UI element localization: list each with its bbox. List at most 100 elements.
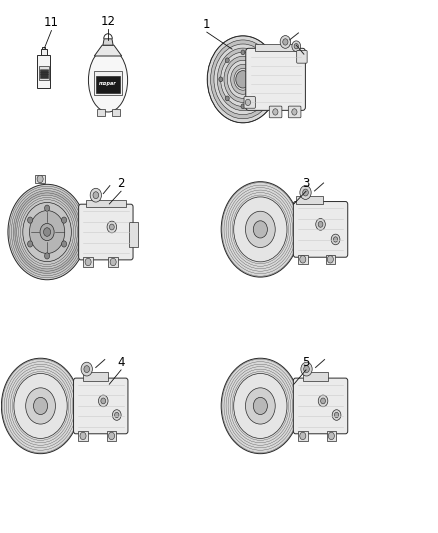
Circle shape	[99, 395, 108, 407]
Text: 3: 3	[302, 177, 310, 190]
Circle shape	[15, 193, 79, 271]
Bar	[86, 200, 126, 207]
Bar	[96, 76, 120, 93]
Circle shape	[327, 256, 333, 263]
Circle shape	[332, 410, 341, 421]
Circle shape	[280, 36, 290, 49]
Circle shape	[221, 182, 300, 277]
Circle shape	[225, 58, 229, 63]
Bar	[39, 66, 49, 80]
Circle shape	[236, 71, 250, 88]
Circle shape	[292, 109, 297, 115]
Circle shape	[37, 175, 43, 183]
Polygon shape	[103, 39, 113, 45]
Circle shape	[34, 398, 48, 415]
Ellipse shape	[88, 49, 127, 112]
Circle shape	[13, 191, 81, 273]
Circle shape	[294, 44, 298, 49]
Bar	[97, 109, 105, 116]
Circle shape	[28, 217, 33, 223]
Text: 1: 1	[203, 18, 211, 31]
Circle shape	[257, 58, 261, 63]
Circle shape	[328, 432, 334, 440]
Circle shape	[45, 205, 49, 211]
Circle shape	[245, 388, 275, 424]
Circle shape	[29, 211, 65, 254]
Circle shape	[115, 413, 119, 418]
FancyBboxPatch shape	[74, 378, 128, 434]
Circle shape	[304, 366, 309, 373]
Circle shape	[43, 228, 51, 236]
Circle shape	[253, 398, 267, 415]
Circle shape	[45, 253, 49, 259]
Circle shape	[84, 366, 89, 373]
Circle shape	[241, 104, 245, 109]
Circle shape	[1, 358, 80, 454]
Bar	[255, 44, 296, 52]
Circle shape	[333, 237, 338, 242]
FancyBboxPatch shape	[288, 106, 301, 118]
Circle shape	[19, 197, 75, 266]
Circle shape	[93, 192, 99, 199]
Circle shape	[300, 256, 306, 263]
Circle shape	[28, 241, 33, 247]
Circle shape	[221, 358, 300, 454]
Circle shape	[10, 186, 85, 278]
Circle shape	[61, 217, 67, 223]
Circle shape	[321, 398, 325, 404]
Circle shape	[318, 395, 328, 407]
Circle shape	[283, 39, 288, 45]
Circle shape	[234, 68, 252, 90]
Circle shape	[207, 36, 279, 123]
Circle shape	[211, 40, 275, 119]
Circle shape	[224, 56, 262, 102]
Bar	[108, 257, 118, 266]
Circle shape	[318, 221, 323, 227]
Circle shape	[257, 96, 261, 101]
Bar	[327, 431, 336, 441]
Circle shape	[219, 77, 223, 82]
Bar	[325, 255, 335, 264]
Circle shape	[110, 224, 114, 230]
Circle shape	[300, 185, 311, 199]
FancyBboxPatch shape	[269, 106, 282, 118]
Bar	[37, 55, 50, 88]
Circle shape	[11, 189, 83, 276]
Circle shape	[234, 197, 287, 262]
FancyBboxPatch shape	[297, 51, 307, 63]
Bar	[94, 71, 122, 95]
Circle shape	[110, 259, 116, 266]
Circle shape	[221, 52, 265, 107]
Bar	[296, 196, 323, 204]
Circle shape	[113, 410, 121, 421]
Circle shape	[21, 199, 74, 264]
Bar	[35, 175, 45, 183]
Bar	[41, 49, 46, 55]
Circle shape	[231, 64, 255, 94]
Circle shape	[225, 96, 229, 101]
Circle shape	[217, 48, 268, 110]
Text: 4: 4	[117, 356, 125, 369]
Circle shape	[61, 241, 67, 247]
Bar	[298, 431, 307, 441]
Circle shape	[334, 413, 339, 418]
Polygon shape	[94, 45, 122, 56]
Bar	[298, 255, 307, 264]
Circle shape	[241, 50, 245, 55]
Circle shape	[107, 221, 117, 233]
Circle shape	[263, 77, 267, 82]
Circle shape	[227, 60, 258, 99]
Bar	[303, 372, 328, 381]
Bar	[113, 109, 120, 116]
Circle shape	[81, 362, 92, 376]
Bar	[78, 431, 88, 441]
Circle shape	[316, 219, 325, 230]
Text: 11: 11	[44, 17, 59, 29]
Bar	[83, 372, 108, 381]
Circle shape	[245, 211, 275, 247]
Circle shape	[253, 221, 267, 238]
Text: 2: 2	[117, 177, 125, 190]
Circle shape	[14, 374, 67, 439]
Circle shape	[26, 388, 56, 424]
Bar	[129, 222, 138, 247]
